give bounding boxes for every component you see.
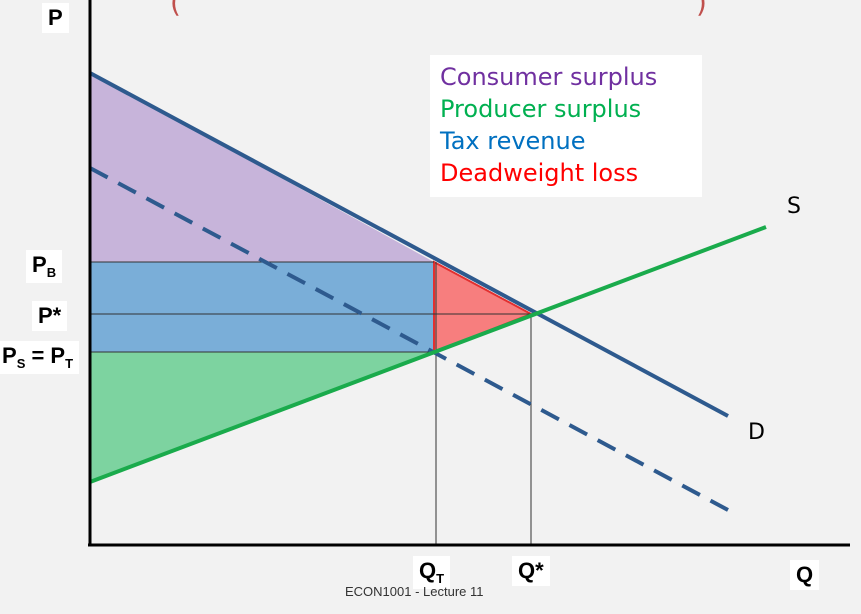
- footer-text: ECON1001 - Lecture 11: [345, 584, 484, 599]
- tax-revenue-area: [90, 262, 434, 352]
- demand-curve-label: D: [748, 420, 765, 445]
- legend: Consumer surplus Producer surplus Tax re…: [430, 55, 702, 197]
- shifted-demand-line: [89, 166, 729, 512]
- deadweight-loss-area: [433, 260, 534, 354]
- title-paren-left: (: [170, 0, 181, 19]
- legend-deadweight-loss: Deadweight loss: [440, 159, 639, 187]
- x-axis-label: Q: [790, 560, 820, 590]
- supply-line: [89, 225, 767, 484]
- demand-line: [89, 71, 729, 418]
- supply-curve-label: S: [787, 194, 801, 219]
- y-axis-label: P: [42, 3, 69, 33]
- qstar-label: Q*: [512, 556, 550, 586]
- title-paren-right: ): [696, 0, 707, 19]
- pb-label: PB: [26, 250, 63, 283]
- legend-producer-surplus: Producer surplus: [440, 95, 642, 123]
- pstar-label: P*: [32, 301, 68, 331]
- legend-tax-revenue: Tax revenue: [440, 127, 586, 155]
- qt-label: QT: [413, 556, 451, 589]
- ps-pt-label: PS = PT: [0, 341, 80, 374]
- legend-consumer-surplus: Consumer surplus: [440, 63, 658, 91]
